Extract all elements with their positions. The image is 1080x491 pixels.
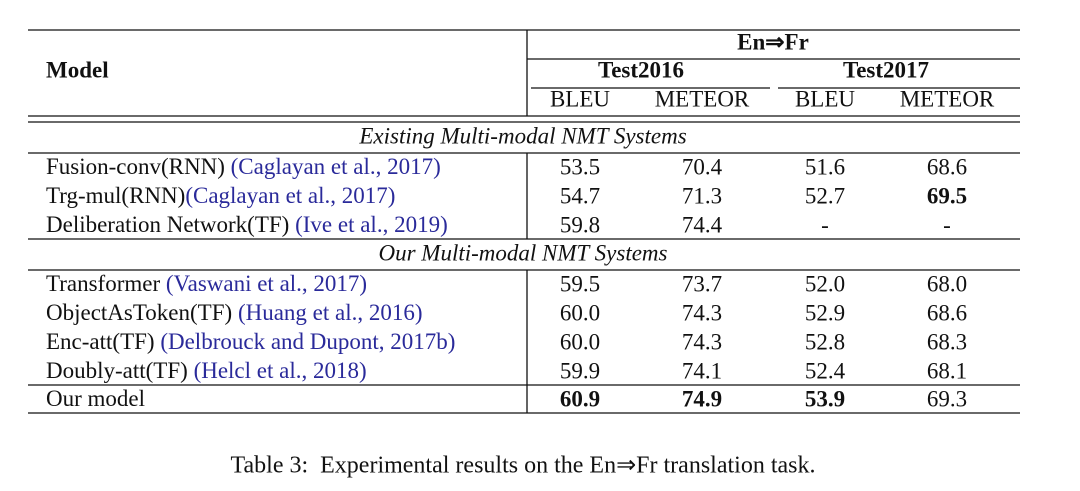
citation: (Caglayan et al., 2017)	[185, 183, 395, 208]
citation: (Vaswani et al., 2017)	[166, 271, 367, 296]
score-cell: 69.5	[927, 183, 967, 208]
score-cell: 74.9	[682, 386, 722, 411]
score-cell: 60.0	[560, 300, 600, 325]
score-cell: 59.9	[560, 358, 600, 383]
test-set: Test2016	[598, 57, 684, 82]
score-cell: 52.4	[805, 358, 846, 383]
model-name: Deliberation Network(TF)	[46, 212, 295, 237]
metric: METEOR	[655, 86, 750, 111]
metric: BLEU	[550, 86, 610, 111]
model-name: Our model	[46, 386, 145, 411]
citation: (Delbrouck and Dupont, 2017b)	[160, 329, 455, 354]
score-cell: 71.3	[682, 183, 722, 208]
score-cell: 60.9	[560, 386, 600, 411]
model-cell: Fusion-conv(RNN) (Caglayan et al., 2017)	[46, 154, 441, 179]
score-cell: -	[943, 212, 951, 237]
score-cell: 68.6	[927, 154, 967, 179]
citation: (Helcl et al., 2018)	[194, 358, 367, 383]
model-cell: Deliberation Network(TF) (Ive et al., 20…	[46, 212, 448, 237]
score-cell: -	[821, 212, 829, 237]
score-cell: 52.8	[805, 329, 845, 354]
model-name: Fusion-conv(RNN)	[46, 154, 231, 179]
score-cell: 59.8	[560, 212, 600, 237]
model-cell: Our model	[46, 386, 145, 411]
metric: BLEU	[795, 86, 855, 111]
citation: (Ive et al., 2019)	[295, 212, 448, 237]
score-cell: 74.3	[682, 300, 722, 325]
score-cell: 59.5	[560, 271, 600, 296]
metric: METEOR	[900, 86, 995, 111]
score-cell: 68.1	[927, 358, 967, 383]
score-cell: 74.1	[682, 358, 722, 383]
caption: Table 3: Experimental results on the En⇒…	[231, 453, 816, 479]
test-set: Test2017	[843, 57, 929, 82]
citation: (Huang et al., 2016)	[238, 300, 423, 325]
header-model: Model	[46, 57, 109, 82]
score-cell: 52.0	[805, 271, 845, 296]
model-cell: Enc-att(TF) (Delbrouck and Dupont, 2017b…	[46, 329, 455, 354]
section-title: Our Multi-modal NMT Systems	[379, 240, 668, 265]
model-name: Transformer	[46, 271, 166, 296]
score-cell: 52.7	[805, 183, 845, 208]
model-cell: ObjectAsToken(TF) (Huang et al., 2016)	[46, 300, 423, 325]
score-cell: 68.6	[927, 300, 967, 325]
model-name: Trg-mul(RNN)	[46, 183, 185, 208]
score-cell: 69.3	[927, 386, 967, 411]
score-cell: 68.0	[927, 271, 967, 296]
score-cell: 53.9	[805, 386, 845, 411]
header-pair: En⇒Fr	[737, 29, 809, 54]
score-cell: 60.0	[560, 329, 600, 354]
model-cell: Transformer (Vaswani et al., 2017)	[46, 271, 367, 296]
score-cell: 53.5	[560, 154, 600, 179]
score-cell: 54.7	[560, 183, 600, 208]
score-cell: 70.4	[682, 154, 723, 179]
score-cell: 52.9	[805, 300, 845, 325]
model-name: Doubly-att(TF)	[46, 358, 194, 383]
model-cell: Trg-mul(RNN)(Caglayan et al., 2017)	[46, 183, 395, 208]
score-cell: 73.7	[682, 271, 722, 296]
score-cell: 74.4	[682, 212, 723, 237]
section-title: Existing Multi-modal NMT Systems	[358, 123, 686, 148]
score-cell: 51.6	[805, 154, 845, 179]
model-name: ObjectAsToken(TF)	[46, 300, 238, 325]
model-cell: Doubly-att(TF) (Helcl et al., 2018)	[46, 358, 367, 383]
model-name: Enc-att(TF)	[46, 329, 160, 354]
citation: (Caglayan et al., 2017)	[231, 154, 441, 179]
score-cell: 68.3	[927, 329, 967, 354]
score-cell: 74.3	[682, 329, 722, 354]
